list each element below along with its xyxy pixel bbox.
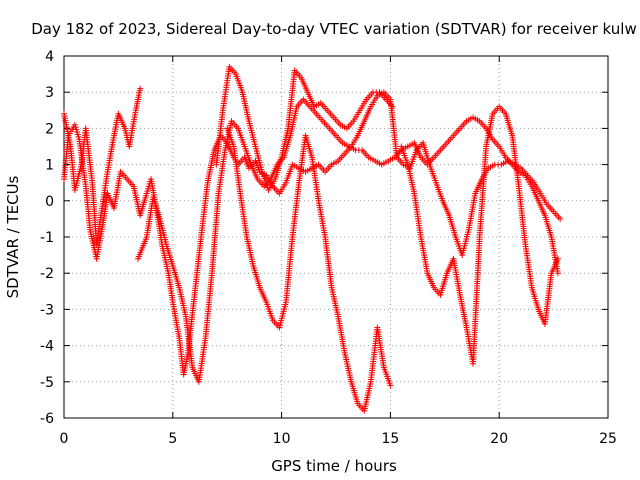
y-tick-label: -1 [40, 230, 54, 246]
x-tick-label: 5 [168, 431, 177, 447]
chart-title: Day 182 of 2023, Sidereal Day-to-day VTE… [31, 20, 636, 38]
y-axis: -6 -5 -4 -3 -2 -1 0 1 2 3 4 [40, 49, 608, 427]
x-tick-label: 10 [273, 431, 291, 447]
series-track-3 [134, 96, 561, 385]
y-tick-label: -3 [40, 302, 54, 318]
x-tick-label: 20 [490, 431, 508, 447]
y-tick-label: -6 [40, 411, 54, 427]
y-axis-label: SDTVAR / TECUs [4, 175, 22, 298]
x-axis-label: GPS time / hours [271, 457, 397, 475]
series-track-5 [224, 125, 394, 414]
data-marks [61, 63, 564, 414]
x-tick-label: 15 [381, 431, 399, 447]
data-point [137, 85, 144, 92]
data-point [554, 270, 561, 277]
data-point [557, 215, 564, 222]
y-tick-label: 2 [45, 121, 54, 137]
y-tick-label: -4 [40, 339, 54, 355]
series-track-4 [213, 63, 396, 193]
data-point [387, 382, 394, 389]
series-track-6 [398, 103, 561, 367]
y-tick-label: -2 [40, 266, 54, 282]
data-point [389, 103, 396, 110]
y-tick-label: 4 [45, 49, 54, 65]
y-tick-label: 0 [45, 194, 54, 210]
y-tick-label: 3 [45, 85, 54, 101]
y-tick-label: -5 [40, 375, 54, 391]
x-tick-label: 0 [60, 431, 69, 447]
data-point [554, 255, 561, 262]
x-axis: 0 5 10 15 20 25 [60, 56, 617, 447]
x-tick-label: 25 [599, 431, 617, 447]
y-tick-label: 1 [45, 158, 54, 174]
